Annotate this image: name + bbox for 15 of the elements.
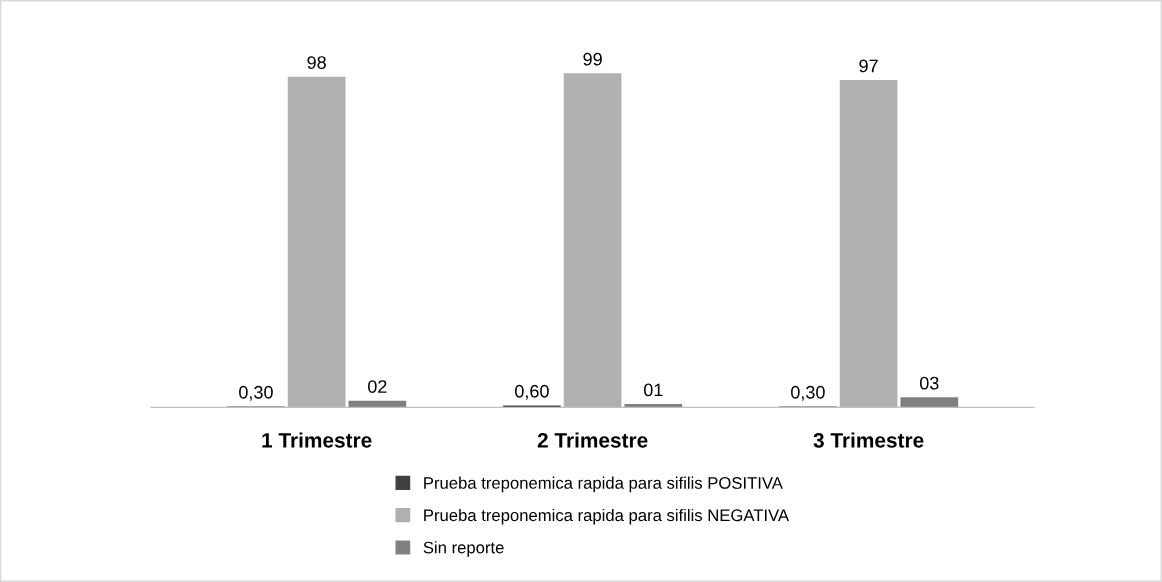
- x-tick-label: 1 Trimestre: [262, 432, 372, 448]
- data-label: 02: [368, 380, 387, 393]
- data-label: 03: [919, 376, 939, 390]
- data-label: 0,30: [791, 385, 825, 401]
- data-label: 99: [583, 52, 602, 66]
- legend-label: Prueba treponemica rapida para sifilis POSITIVA: [424, 476, 783, 493]
- legend-label: Prueba treponemica rapida para sifilis NEGATIVA: [424, 508, 790, 525]
- x-tick-label: 2 Trimestre: [537, 432, 648, 448]
- data-label: 97: [859, 59, 878, 73]
- data-label: 01: [644, 383, 663, 397]
- data-label: 98: [307, 56, 326, 69]
- data-label: 0,60: [515, 384, 549, 400]
- legend-label: Sin reporte: [423, 541, 504, 557]
- data-label: 0,30: [239, 385, 273, 401]
- x-tick-label: 3 Trimestre: [813, 432, 924, 448]
